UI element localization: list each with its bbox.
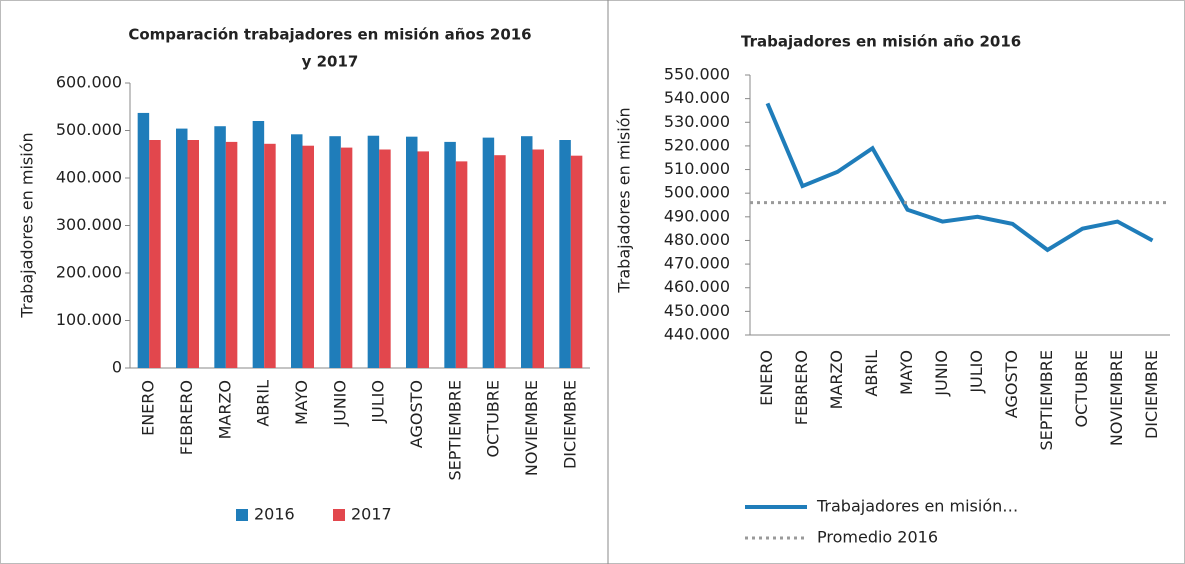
y-tick-label: 500.000 [56,120,122,139]
x-tick-label: DICIEMBRE [1142,350,1161,439]
y-tick-label: 100.000 [56,310,122,329]
bar [532,149,544,368]
bar [329,136,341,368]
y-tick-label: 600.000 [56,73,122,92]
x-tick-label: ENERO [139,380,158,436]
x-tick-label: SEPTIEMBRE [445,380,464,481]
y-tick-label: 300.000 [56,215,122,234]
x-tick-label: ABRIL [862,350,881,397]
x-tick-label: MAYO [897,350,916,395]
bar [521,136,533,368]
bar [302,145,314,368]
legend-label: 2016 [254,505,295,524]
y-tick-label: 480.000 [664,230,730,249]
x-tick-label: MAYO [292,380,311,425]
x-tick-label: MARZO [827,350,846,409]
y-tick-label: 490.000 [664,206,730,225]
y-tick-label: 200.000 [56,263,122,282]
bar [417,151,429,368]
legend-label: Trabajadores en misión… [816,497,1018,516]
legend-label: 2017 [351,505,392,524]
bar [214,126,226,368]
y-tick-label: 440.000 [664,325,730,344]
y-tick-label: 530.000 [664,112,730,131]
y-tick-label: 400.000 [56,168,122,187]
x-tick-label: OCTUBRE [1072,350,1091,427]
x-tick-label: ENERO [757,350,776,406]
x-tick-label: DICIEMBRE [560,380,579,469]
bar [340,147,353,368]
legend-label: Promedio 2016 [817,528,938,547]
y-tick-label: 0 [112,358,122,377]
bar [149,140,161,368]
x-tick-label: AGOSTO [407,380,426,448]
y-tick-label: 510.000 [664,159,730,178]
bar [406,136,418,368]
bar [570,155,583,368]
bar [252,121,265,368]
bar [176,128,188,368]
y-tick-label: 540.000 [664,88,730,107]
line [765,102,1154,253]
bar [444,141,456,368]
x-tick-label: NOVIEMBRE [1107,350,1126,446]
x-tick-label: JULIO [369,380,388,424]
legend-swatch [333,509,345,521]
y-axis-label: Trabajadores en misión [615,107,634,293]
bar [482,137,495,368]
bar [264,143,276,368]
y-axis-label: Trabajadores en misión [18,132,37,318]
chart-title: y 2017 [302,53,359,71]
y-tick-label: 460.000 [664,277,730,296]
x-tick-label: MARZO [215,380,234,439]
x-tick-label: NOVIEMBRE [522,380,541,476]
chart-title: Trabajadores en misión año 2016 [741,33,1021,51]
bar [137,112,150,368]
y-tick-label: 520.000 [664,135,730,154]
legend-swatch [236,509,248,521]
bar [559,140,571,368]
bar [379,149,391,368]
x-tick-label: FEBRERO [177,380,196,455]
bar [187,140,199,368]
x-tick-label: SEPTIEMBRE [1037,350,1056,451]
bar [225,141,238,368]
x-tick-label: ABRIL [254,380,273,427]
x-tick-label: AGOSTO [1002,350,1021,418]
bar [494,155,506,368]
y-tick-label: 450.000 [664,301,730,320]
y-tick-label: 550.000 [664,65,730,84]
x-tick-label: FEBRERO [792,350,811,425]
x-tick-label: JULIO [967,350,986,394]
y-tick-label: 470.000 [664,254,730,273]
bar [367,135,380,368]
y-tick-label: 500.000 [664,183,730,202]
x-tick-label: JUNIO [932,350,951,397]
x-tick-label: JUNIO [330,380,349,427]
bar [291,134,303,368]
chart-title: Comparación trabajadores en misión años … [128,26,531,44]
x-tick-label: OCTUBRE [484,380,503,457]
bar [455,161,468,368]
